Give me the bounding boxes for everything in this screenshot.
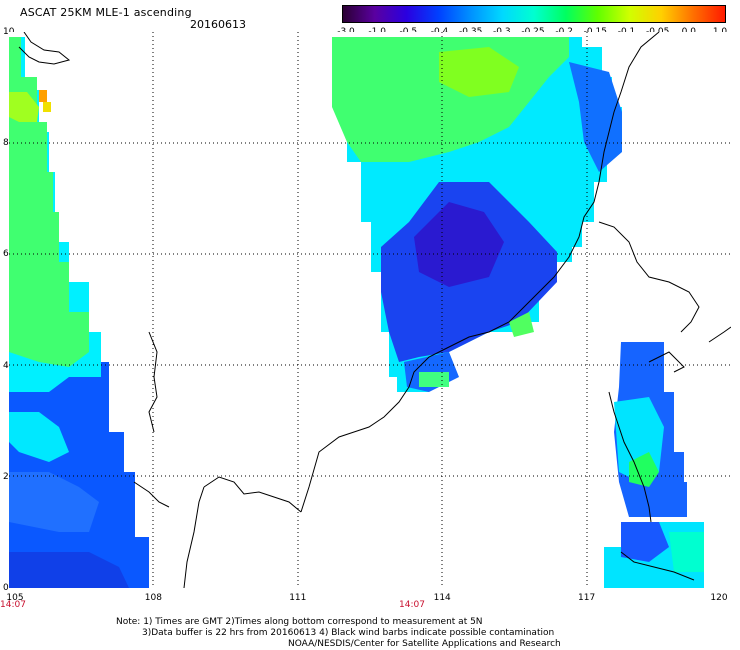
coastlines bbox=[18, 32, 731, 588]
map-plot bbox=[9, 32, 731, 588]
graticule bbox=[9, 32, 731, 588]
latitude-label: 0 bbox=[3, 583, 9, 593]
longitude-label: 111 bbox=[289, 593, 307, 603]
latitude-label: 2 bbox=[3, 471, 9, 482]
map-date: 20160613 bbox=[190, 18, 246, 31]
swath-left bbox=[9, 37, 149, 588]
longitude-label: 117 bbox=[578, 593, 596, 603]
time-label-center: 14:07 bbox=[399, 600, 425, 610]
longitude-label: 114 bbox=[433, 593, 451, 603]
swath-center bbox=[332, 37, 622, 392]
colorbar bbox=[342, 5, 726, 23]
latitude-label: 4 bbox=[3, 360, 9, 371]
longitude-label: 105 bbox=[6, 593, 24, 603]
longitude-label: 120 bbox=[710, 593, 728, 603]
footnote-line-1: Note: 1) Times are GMT 2)Times along bot… bbox=[116, 617, 483, 627]
latitude-label: 10 bbox=[3, 27, 15, 37]
footnote-line-2: 3)Data buffer is 22 hrs from 20160613 4)… bbox=[142, 628, 555, 638]
latitude-label: 6 bbox=[3, 249, 9, 260]
latitude-label: 8 bbox=[3, 138, 9, 149]
time-label-left: 14:07 bbox=[0, 600, 26, 610]
footnote-line-3: NOAA/NESDIS/Center for Satellite Applica… bbox=[288, 639, 561, 649]
map-title: ASCAT 25KM MLE-1 ascending bbox=[20, 6, 192, 19]
longitude-label: 108 bbox=[144, 593, 162, 603]
swath-right bbox=[604, 342, 704, 588]
